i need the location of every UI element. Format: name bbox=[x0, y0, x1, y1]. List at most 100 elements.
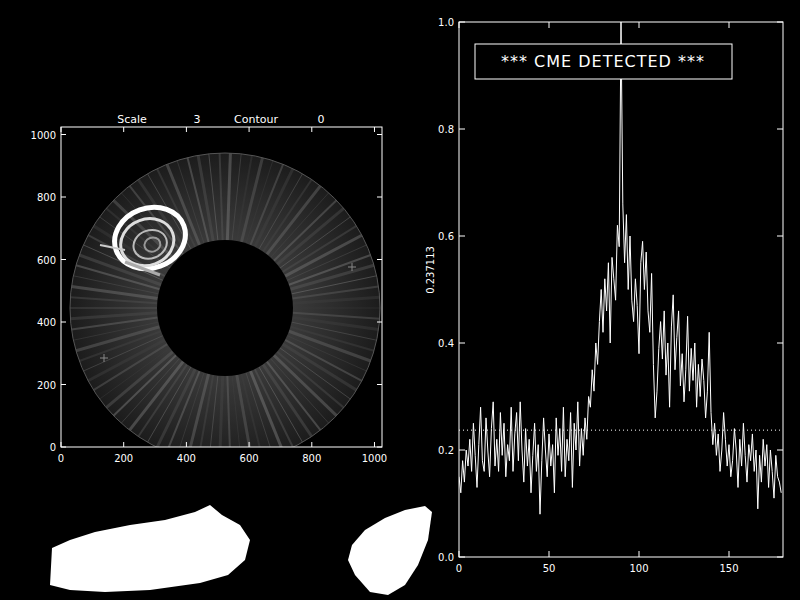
streamer bbox=[106, 352, 173, 408]
coronagraph-panel: 0200400600800100002004006008001000Scale3… bbox=[31, 113, 388, 464]
x-tick bbox=[186, 442, 187, 447]
y-tick bbox=[61, 384, 66, 385]
plot-area bbox=[459, 22, 783, 514]
x-tick bbox=[729, 22, 730, 28]
x-tick-label: 100 bbox=[629, 563, 648, 574]
streamer bbox=[292, 276, 377, 294]
x-tick-label: 800 bbox=[302, 453, 321, 464]
x-tick-label: 0 bbox=[58, 453, 64, 464]
x-tick-label: 400 bbox=[177, 453, 196, 464]
streamer bbox=[73, 322, 158, 340]
y-tick bbox=[777, 236, 783, 237]
silhouette bbox=[50, 505, 250, 592]
streamer bbox=[283, 344, 357, 390]
cme-streak bbox=[125, 262, 160, 275]
streamer bbox=[287, 245, 366, 280]
y-tick-label: 0.4 bbox=[438, 338, 454, 349]
plot-frame bbox=[459, 22, 783, 557]
streamer bbox=[70, 313, 157, 319]
streamer bbox=[72, 286, 158, 298]
y-tick bbox=[377, 447, 382, 448]
streamer bbox=[232, 376, 241, 447]
y-tick bbox=[377, 322, 382, 323]
corona-edge bbox=[70, 153, 380, 447]
streamer bbox=[250, 164, 283, 245]
y-tick bbox=[459, 343, 465, 344]
y-tick-label: 1.0 bbox=[438, 17, 454, 28]
streamer bbox=[292, 317, 378, 329]
streamer bbox=[209, 376, 218, 447]
x-tick bbox=[374, 442, 375, 447]
x-tick-label: 600 bbox=[240, 453, 259, 464]
streamer bbox=[227, 376, 230, 447]
cme-core bbox=[142, 235, 162, 254]
marker-cross bbox=[352, 263, 353, 271]
marker-cross bbox=[104, 354, 105, 362]
series-line bbox=[459, 22, 781, 514]
plot-frame bbox=[61, 127, 382, 447]
cme-loop bbox=[114, 211, 180, 273]
streamer bbox=[198, 155, 213, 241]
x-tick bbox=[639, 22, 640, 28]
streamer bbox=[285, 235, 362, 276]
y-tick-label: 200 bbox=[37, 380, 56, 391]
x-tick bbox=[123, 442, 124, 447]
x-tick bbox=[186, 127, 187, 132]
y-tick-label: 0.6 bbox=[438, 231, 454, 242]
streamer bbox=[220, 376, 223, 447]
y-tick bbox=[459, 129, 465, 130]
title: Scale bbox=[117, 113, 147, 126]
annotation-box bbox=[475, 44, 732, 79]
x-tick-label: 200 bbox=[114, 453, 133, 464]
y-tick-label: 0.8 bbox=[438, 124, 454, 135]
x-tick bbox=[61, 127, 62, 132]
y-tick bbox=[459, 450, 465, 451]
streamer bbox=[237, 375, 252, 447]
x-tick bbox=[459, 551, 460, 557]
streamer bbox=[209, 154, 218, 241]
streamer bbox=[227, 153, 230, 240]
cme-streak bbox=[100, 245, 125, 250]
y-tick bbox=[377, 384, 382, 385]
streamer bbox=[241, 374, 262, 447]
annotation: *** CME DETECTED *** bbox=[501, 52, 705, 71]
cme-front bbox=[106, 197, 194, 278]
y-tick bbox=[61, 447, 66, 448]
title: 0 bbox=[318, 113, 325, 126]
streamer bbox=[293, 308, 380, 309]
streamer bbox=[277, 208, 344, 264]
cme bbox=[106, 197, 194, 278]
occulter bbox=[157, 240, 293, 376]
x-tick bbox=[123, 127, 124, 132]
streamer bbox=[241, 158, 262, 242]
x-tick bbox=[249, 127, 250, 132]
x-tick bbox=[61, 442, 62, 447]
y-tick bbox=[61, 197, 66, 198]
x-tick bbox=[374, 127, 375, 132]
streamer bbox=[220, 153, 223, 240]
background bbox=[0, 0, 800, 600]
streamer bbox=[293, 297, 380, 303]
y-tick bbox=[459, 557, 465, 558]
title: 3 bbox=[194, 113, 201, 126]
corona-disk bbox=[70, 153, 380, 447]
streamer bbox=[274, 200, 337, 260]
y-tick-label: 0.2 bbox=[438, 445, 454, 456]
streamer bbox=[114, 355, 177, 415]
y-tick bbox=[377, 259, 382, 260]
y-tick bbox=[777, 450, 783, 451]
y-tick bbox=[777, 557, 783, 558]
x-tick-label: 0 bbox=[456, 563, 462, 574]
y-tick-label: 800 bbox=[37, 192, 56, 203]
streamer bbox=[83, 336, 162, 371]
y-tick-label: 400 bbox=[37, 317, 56, 328]
y-tick bbox=[61, 322, 66, 323]
x-tick bbox=[311, 127, 312, 132]
x-tick bbox=[249, 442, 250, 447]
y-axis-label: 0.237113 bbox=[425, 246, 436, 294]
title: Contour bbox=[234, 113, 278, 126]
y-tick bbox=[377, 197, 382, 198]
x-tick bbox=[311, 442, 312, 447]
y-tick-label: 1000 bbox=[31, 130, 56, 141]
streamer bbox=[88, 340, 165, 381]
